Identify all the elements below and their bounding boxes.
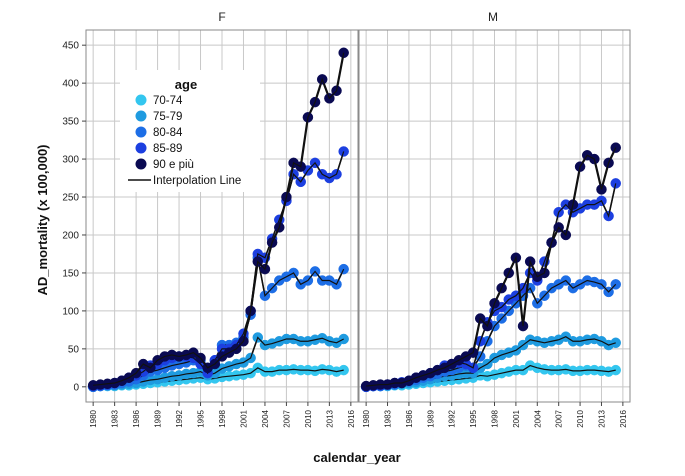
y-tick-label: 0 — [73, 382, 79, 393]
x-tick-label: 1986 — [132, 409, 141, 427]
panel-title-m: M — [488, 10, 498, 24]
x-tick-label: 1986 — [405, 409, 414, 427]
legend-label: 75-79 — [153, 111, 182, 123]
y-tick-label: 450 — [62, 41, 79, 52]
legend-marker — [135, 142, 147, 154]
interpolation-line-overlay — [366, 147, 617, 387]
legend-marker — [135, 94, 147, 106]
x-tick-label: 2013 — [597, 409, 606, 427]
x-tick-label: 1980 — [89, 409, 98, 427]
interpolation-line — [366, 147, 617, 388]
axis-layer: 0 50 100 150 200 250 300 350 400 450 1980 1983 1986 1… — [62, 41, 628, 428]
x-tick-label: 2016 — [619, 409, 628, 427]
x-tick-label: 1998 — [218, 409, 227, 427]
legend-title: age — [175, 77, 197, 92]
x-tick-label: 2001 — [239, 409, 248, 427]
y-tick-label: 200 — [62, 230, 79, 241]
legend-marker — [135, 126, 147, 138]
x-tick-label: 1992 — [175, 409, 184, 427]
x-tick-label: 2010 — [304, 409, 313, 427]
legend-label: 80-84 — [153, 127, 183, 139]
x-tick-label: 1989 — [426, 409, 435, 427]
x-tick-label: 2007 — [555, 409, 564, 427]
legend-marker — [135, 158, 147, 170]
series-F-90-e-più — [87, 47, 349, 391]
x-tick-label: 1983 — [111, 409, 120, 427]
legend: age 70-74 75-79 80-84 85-89 90 e più Interpol… — [120, 70, 260, 192]
legend-line-label: Interpolation Line — [153, 175, 241, 187]
y-tick-label: 400 — [62, 79, 79, 90]
y-tick-label: 300 — [62, 155, 79, 166]
legend-label: 90 e più — [153, 159, 194, 171]
legend-marker — [135, 110, 147, 122]
x-tick-label: 2010 — [576, 409, 585, 427]
x-tick-label: 1992 — [448, 409, 457, 427]
y-axis-title: AD_mortality (x 100,000) — [35, 144, 50, 295]
x-tick-label: 1998 — [491, 409, 500, 427]
interpolation-line-overlay — [93, 52, 345, 386]
series-M-90-e-più — [360, 142, 621, 392]
y-tick-label: 350 — [62, 117, 79, 128]
x-tick-label: 1983 — [384, 409, 393, 427]
y-tick-label: 50 — [68, 344, 80, 355]
x-tick-label: 2013 — [325, 409, 334, 427]
legend-label: 70-74 — [153, 95, 183, 107]
x-tick-label: 2001 — [512, 409, 521, 427]
x-tick-label: 1995 — [469, 409, 478, 427]
x-tick-label: 2004 — [261, 409, 270, 427]
y-tick-label: 100 — [62, 306, 79, 317]
x-tick-label: 2016 — [347, 409, 356, 427]
x-tick-label: 2004 — [533, 409, 542, 427]
x-tick-label: 1980 — [362, 409, 371, 427]
x-tick-label: 2007 — [282, 409, 291, 427]
legend-label: 85-89 — [153, 143, 182, 155]
x-tick-label: 1995 — [197, 409, 206, 427]
panel-title-f: F — [218, 10, 225, 24]
x-tick-label: 1989 — [154, 409, 163, 427]
x-axis-title: calendar_year — [313, 450, 400, 465]
series-layer — [87, 47, 621, 393]
y-tick-label: 250 — [62, 193, 79, 204]
y-tick-label: 150 — [62, 268, 79, 279]
